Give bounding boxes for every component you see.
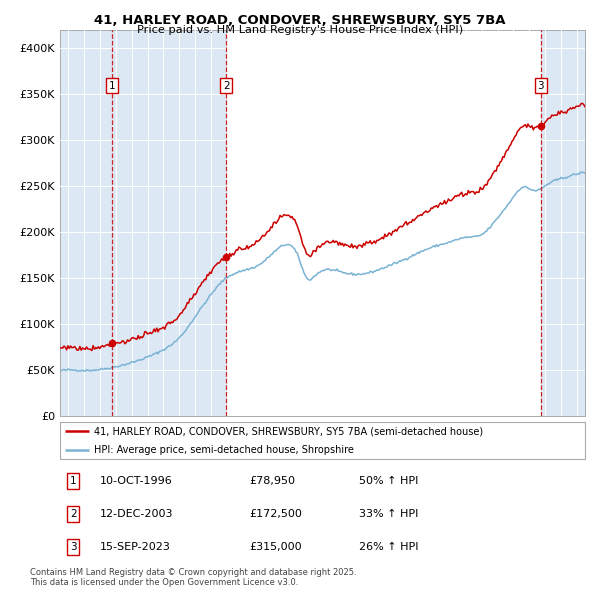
Text: Price paid vs. HM Land Registry's House Price Index (HPI): Price paid vs. HM Land Registry's House … — [137, 25, 463, 35]
Text: Contains HM Land Registry data © Crown copyright and database right 2025.
This d: Contains HM Land Registry data © Crown c… — [30, 568, 356, 587]
Bar — [541, 30, 585, 416]
Text: 50% ↑ HPI: 50% ↑ HPI — [359, 476, 419, 486]
Text: 3: 3 — [538, 81, 544, 90]
Text: 26% ↑ HPI: 26% ↑ HPI — [359, 542, 419, 552]
Text: 41, HARLEY ROAD, CONDOVER, SHREWSBURY, SY5 7BA (semi-detached house): 41, HARLEY ROAD, CONDOVER, SHREWSBURY, S… — [94, 426, 483, 436]
Bar — [60, 30, 226, 416]
Text: 2: 2 — [223, 81, 230, 90]
Text: 10-OCT-1996: 10-OCT-1996 — [100, 476, 172, 486]
FancyBboxPatch shape — [60, 422, 585, 459]
Text: 1: 1 — [70, 476, 76, 486]
Text: 3: 3 — [70, 542, 76, 552]
Text: £172,500: £172,500 — [249, 509, 302, 519]
Text: 12-DEC-2003: 12-DEC-2003 — [100, 509, 173, 519]
Text: 1: 1 — [109, 81, 115, 90]
Text: 2: 2 — [70, 509, 76, 519]
Text: £315,000: £315,000 — [249, 542, 302, 552]
Text: 41, HARLEY ROAD, CONDOVER, SHREWSBURY, SY5 7BA: 41, HARLEY ROAD, CONDOVER, SHREWSBURY, S… — [94, 14, 506, 27]
Text: 15-SEP-2023: 15-SEP-2023 — [100, 542, 170, 552]
Text: £78,950: £78,950 — [249, 476, 295, 486]
Text: 33% ↑ HPI: 33% ↑ HPI — [359, 509, 419, 519]
Text: HPI: Average price, semi-detached house, Shropshire: HPI: Average price, semi-detached house,… — [94, 445, 354, 455]
